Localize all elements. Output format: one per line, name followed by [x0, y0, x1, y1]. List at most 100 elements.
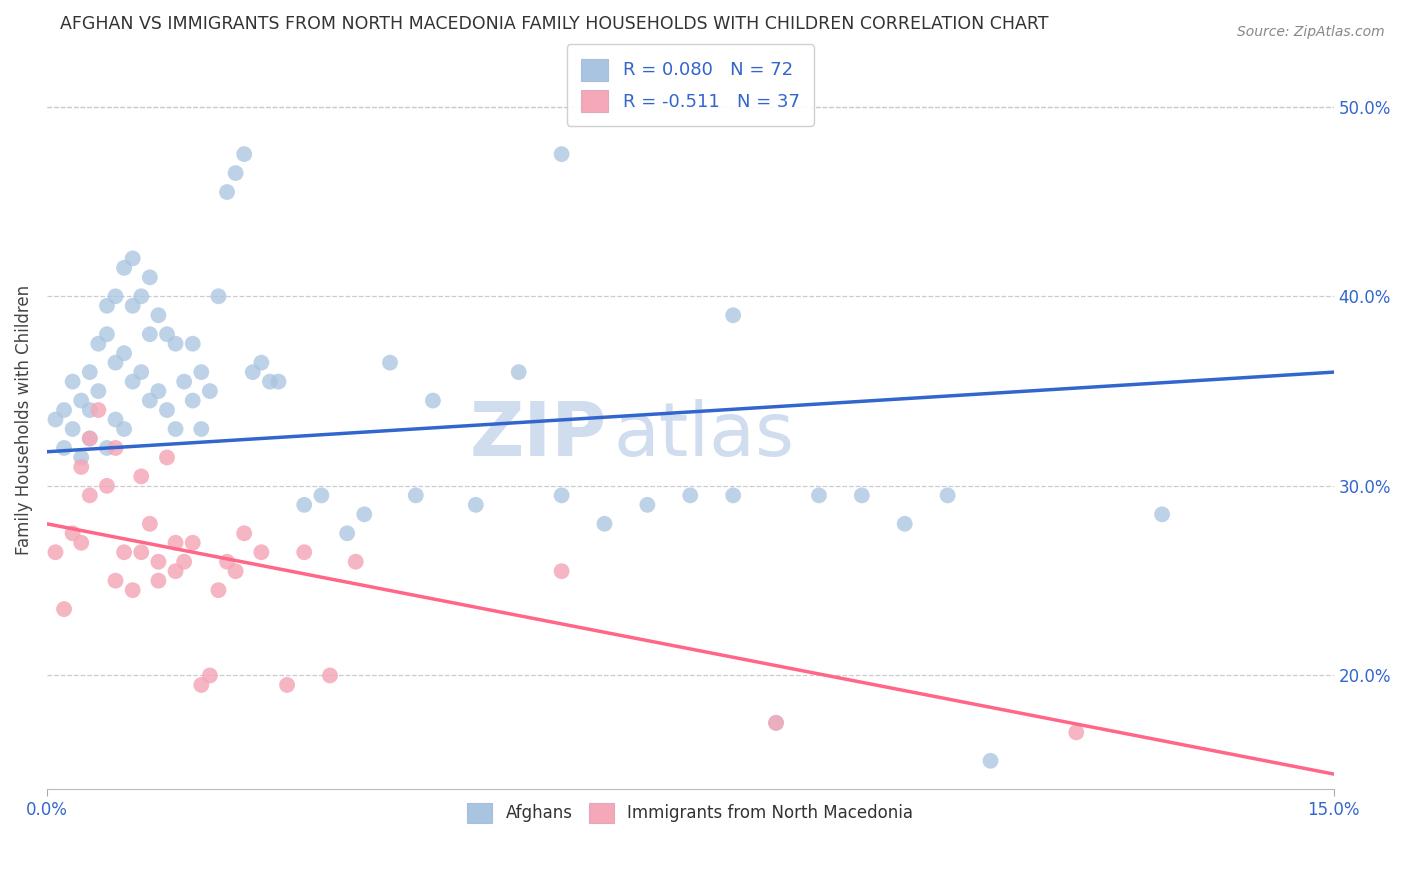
- Point: [464, 498, 486, 512]
- Point: [53, 602, 76, 616]
- Point: [129, 289, 152, 303]
- Point: [765, 715, 787, 730]
- Point: [233, 526, 256, 541]
- Point: [190, 678, 212, 692]
- Point: [292, 545, 315, 559]
- Point: [44, 412, 66, 426]
- Point: [139, 270, 162, 285]
- Point: [593, 516, 616, 531]
- Point: [422, 393, 444, 408]
- Point: [53, 403, 76, 417]
- Point: [181, 535, 204, 549]
- Point: [104, 441, 127, 455]
- Point: [148, 574, 170, 588]
- Point: [53, 441, 76, 455]
- Point: [148, 555, 170, 569]
- Point: [353, 508, 375, 522]
- Point: [508, 365, 530, 379]
- Point: [139, 516, 162, 531]
- Point: [207, 583, 229, 598]
- Point: [44, 545, 66, 559]
- Point: [378, 356, 401, 370]
- Point: [311, 488, 333, 502]
- Point: [62, 375, 84, 389]
- Point: [936, 488, 959, 502]
- Point: [679, 488, 702, 502]
- Point: [129, 469, 152, 483]
- Point: [70, 450, 93, 465]
- Point: [292, 498, 315, 512]
- Point: [70, 535, 93, 549]
- Point: [156, 327, 179, 342]
- Text: AFGHAN VS IMMIGRANTS FROM NORTH MACEDONIA FAMILY HOUSEHOLDS WITH CHILDREN CORREL: AFGHAN VS IMMIGRANTS FROM NORTH MACEDONI…: [60, 15, 1049, 33]
- Point: [550, 147, 572, 161]
- Point: [112, 422, 135, 436]
- Point: [225, 166, 247, 180]
- Point: [79, 432, 101, 446]
- Point: [1152, 508, 1174, 522]
- Point: [336, 526, 359, 541]
- Point: [139, 393, 162, 408]
- Point: [550, 488, 572, 502]
- Point: [129, 545, 152, 559]
- Point: [79, 365, 101, 379]
- Point: [893, 516, 915, 531]
- Point: [721, 488, 744, 502]
- Point: [765, 715, 787, 730]
- Point: [215, 555, 238, 569]
- Point: [979, 754, 1001, 768]
- Point: [70, 459, 93, 474]
- Point: [1064, 725, 1087, 739]
- Point: [121, 252, 143, 266]
- Point: [121, 375, 143, 389]
- Point: [79, 403, 101, 417]
- Point: [148, 308, 170, 322]
- Point: [96, 299, 118, 313]
- Point: [807, 488, 830, 502]
- Point: [104, 289, 127, 303]
- Point: [319, 668, 342, 682]
- Point: [198, 384, 221, 398]
- Point: [87, 336, 110, 351]
- Text: Source: ZipAtlas.com: Source: ZipAtlas.com: [1237, 25, 1385, 39]
- Point: [129, 365, 152, 379]
- Point: [198, 668, 221, 682]
- Point: [851, 488, 873, 502]
- Point: [165, 564, 187, 578]
- Point: [550, 564, 572, 578]
- Point: [112, 260, 135, 275]
- Point: [215, 185, 238, 199]
- Point: [87, 384, 110, 398]
- Point: [79, 488, 101, 502]
- Point: [250, 356, 273, 370]
- Point: [207, 289, 229, 303]
- Point: [87, 403, 110, 417]
- Point: [181, 336, 204, 351]
- Point: [112, 545, 135, 559]
- Point: [173, 555, 195, 569]
- Point: [721, 308, 744, 322]
- Point: [121, 299, 143, 313]
- Point: [104, 356, 127, 370]
- Point: [242, 365, 264, 379]
- Text: ZIP: ZIP: [470, 400, 606, 472]
- Point: [148, 384, 170, 398]
- Point: [104, 412, 127, 426]
- Point: [405, 488, 427, 502]
- Point: [62, 422, 84, 436]
- Point: [96, 441, 118, 455]
- Point: [104, 574, 127, 588]
- Point: [70, 393, 93, 408]
- Point: [267, 375, 290, 389]
- Point: [250, 545, 273, 559]
- Text: atlas: atlas: [613, 400, 794, 472]
- Point: [276, 678, 298, 692]
- Point: [121, 583, 143, 598]
- Point: [165, 535, 187, 549]
- Point: [79, 432, 101, 446]
- Point: [225, 564, 247, 578]
- Point: [156, 403, 179, 417]
- Point: [181, 393, 204, 408]
- Point: [62, 526, 84, 541]
- Point: [190, 422, 212, 436]
